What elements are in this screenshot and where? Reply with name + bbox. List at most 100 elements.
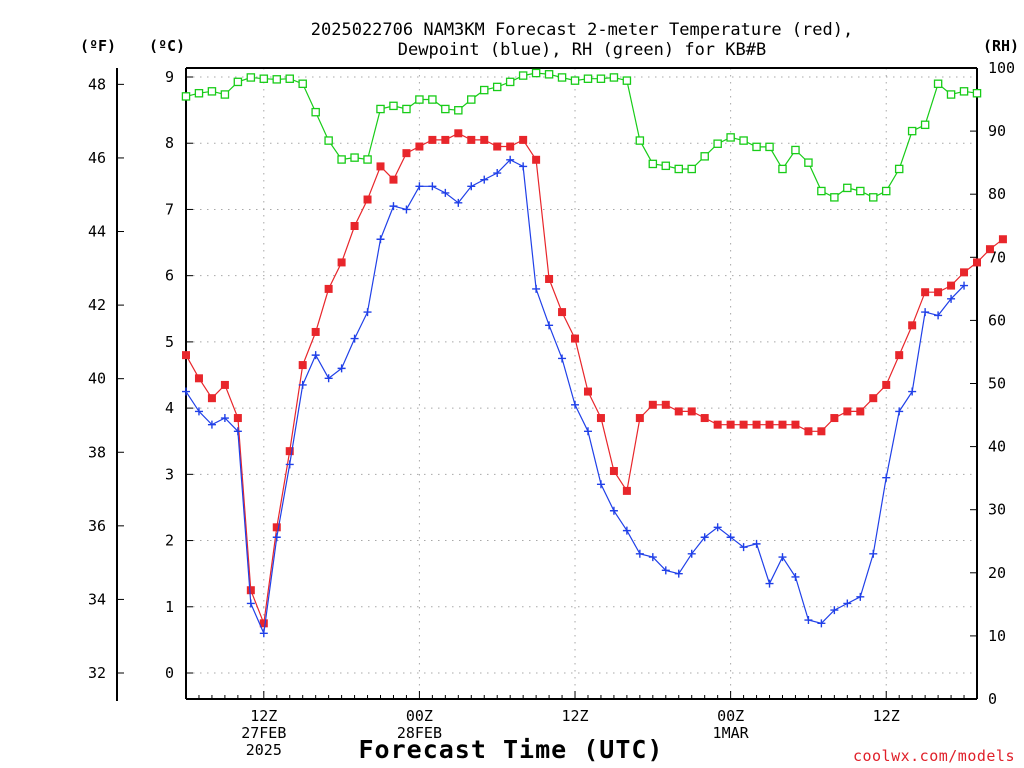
temp-point <box>506 142 515 151</box>
gridlines <box>186 68 977 699</box>
temp-point <box>220 380 229 389</box>
temp-point <box>480 135 489 144</box>
rh-point <box>557 73 567 82</box>
fahrenheit-tick-label: 48 <box>88 75 106 93</box>
credit-link[interactable]: coolwx.com/models <box>853 747 1015 765</box>
rh-tick-label: 0 <box>988 690 997 708</box>
dewpoint-point <box>493 169 502 178</box>
temp-point <box>467 135 476 144</box>
temp-point <box>856 407 865 416</box>
temp-point <box>441 135 450 144</box>
rh-point <box>869 193 878 202</box>
rh-point <box>843 183 852 193</box>
fahrenheit-tick-label: 40 <box>88 370 106 388</box>
dewpoint-point <box>467 182 476 191</box>
temp-point <box>519 135 528 144</box>
rh-point <box>454 106 463 115</box>
dewpoint-point <box>947 294 956 303</box>
dewpoint-point <box>324 374 333 383</box>
dewpoint-point <box>350 334 359 343</box>
rh-point <box>233 77 243 87</box>
celsius-tick-label: 6 <box>165 267 174 285</box>
dewpoint-point <box>817 619 826 628</box>
rh-tick-label: 90 <box>988 122 1006 140</box>
temp-point <box>674 407 683 416</box>
temp-point <box>324 284 333 293</box>
temp-point <box>726 420 735 429</box>
dewpoint-point <box>246 599 255 608</box>
dewpoint-point <box>428 182 437 191</box>
temp-point <box>182 351 190 360</box>
dewpoint-point <box>661 566 670 575</box>
dewpoint-point <box>571 400 580 409</box>
celsius-tick-label: 0 <box>165 664 174 682</box>
dewpoint-point <box>480 175 489 184</box>
rh-point <box>713 139 722 148</box>
rh-point <box>298 79 307 89</box>
celsius-tick-label: 7 <box>165 200 174 218</box>
rh-point <box>311 107 320 117</box>
x-tick-label: 12Z <box>250 707 277 725</box>
rh-point <box>907 126 917 136</box>
temp-point <box>532 155 541 164</box>
x-tick-label: 12Z <box>873 707 900 725</box>
temp-point <box>428 135 437 144</box>
dewpoint-point <box>441 188 450 197</box>
axes: 0123456789323436384042444648010203040506… <box>88 59 1015 759</box>
temp-point <box>947 281 956 290</box>
temp-point <box>934 288 943 297</box>
rh-point <box>856 186 865 196</box>
celsius-tick-label: 4 <box>165 399 174 417</box>
fahrenheit-tick-label: 46 <box>88 149 106 167</box>
rh-point <box>492 82 502 92</box>
temp-point <box>713 420 722 429</box>
chart-title-line-2: Dewpoint (blue), RH (green) for KB#B <box>398 40 766 60</box>
temp-point <box>882 380 891 389</box>
temp-point <box>272 523 281 532</box>
dewpoint-point <box>285 460 294 469</box>
dewpoint-point <box>843 599 852 608</box>
temp-point <box>973 258 981 267</box>
temp-point <box>376 162 385 171</box>
rh-point <box>959 87 969 96</box>
temp-point <box>493 142 502 151</box>
dewpoint-point <box>558 354 567 363</box>
temp-point <box>830 414 839 423</box>
rh-point <box>830 193 839 202</box>
dewpoint-point <box>869 549 878 558</box>
temp-point <box>596 414 605 423</box>
rh-tick-label: 20 <box>988 564 1006 582</box>
rh-point <box>804 158 813 167</box>
x-tick-label: 27FEB <box>241 724 286 742</box>
temp-point <box>985 245 994 254</box>
temp-point <box>804 427 813 436</box>
temp-point <box>700 414 709 423</box>
rh-point <box>570 76 580 85</box>
temp-point <box>765 420 774 429</box>
rh-point <box>765 142 774 152</box>
rh-point <box>946 90 956 99</box>
dewpoint-point <box>519 162 528 171</box>
rh-point <box>324 136 333 145</box>
rh-point <box>363 155 372 164</box>
temp-point <box>402 149 411 158</box>
x-tick-label: 00Z <box>406 707 433 725</box>
temp-point <box>752 420 761 429</box>
rh-point <box>894 164 904 174</box>
rh-point <box>220 90 230 99</box>
temp-point <box>778 420 787 429</box>
temp-point <box>194 374 203 383</box>
x-tick-label: 28FEB <box>397 724 442 742</box>
rh-tick-label: 30 <box>988 501 1006 519</box>
rh-point <box>648 159 658 169</box>
dewpoint-point <box>830 606 839 615</box>
dewpoint-point <box>402 205 411 214</box>
temp-point <box>622 486 631 495</box>
rh-point <box>635 136 645 145</box>
dewpoint-point <box>726 533 735 542</box>
rh-point <box>609 73 619 82</box>
celsius-tick-label: 3 <box>165 465 174 483</box>
temp-point <box>545 274 554 283</box>
dewpoint-point <box>648 553 657 562</box>
